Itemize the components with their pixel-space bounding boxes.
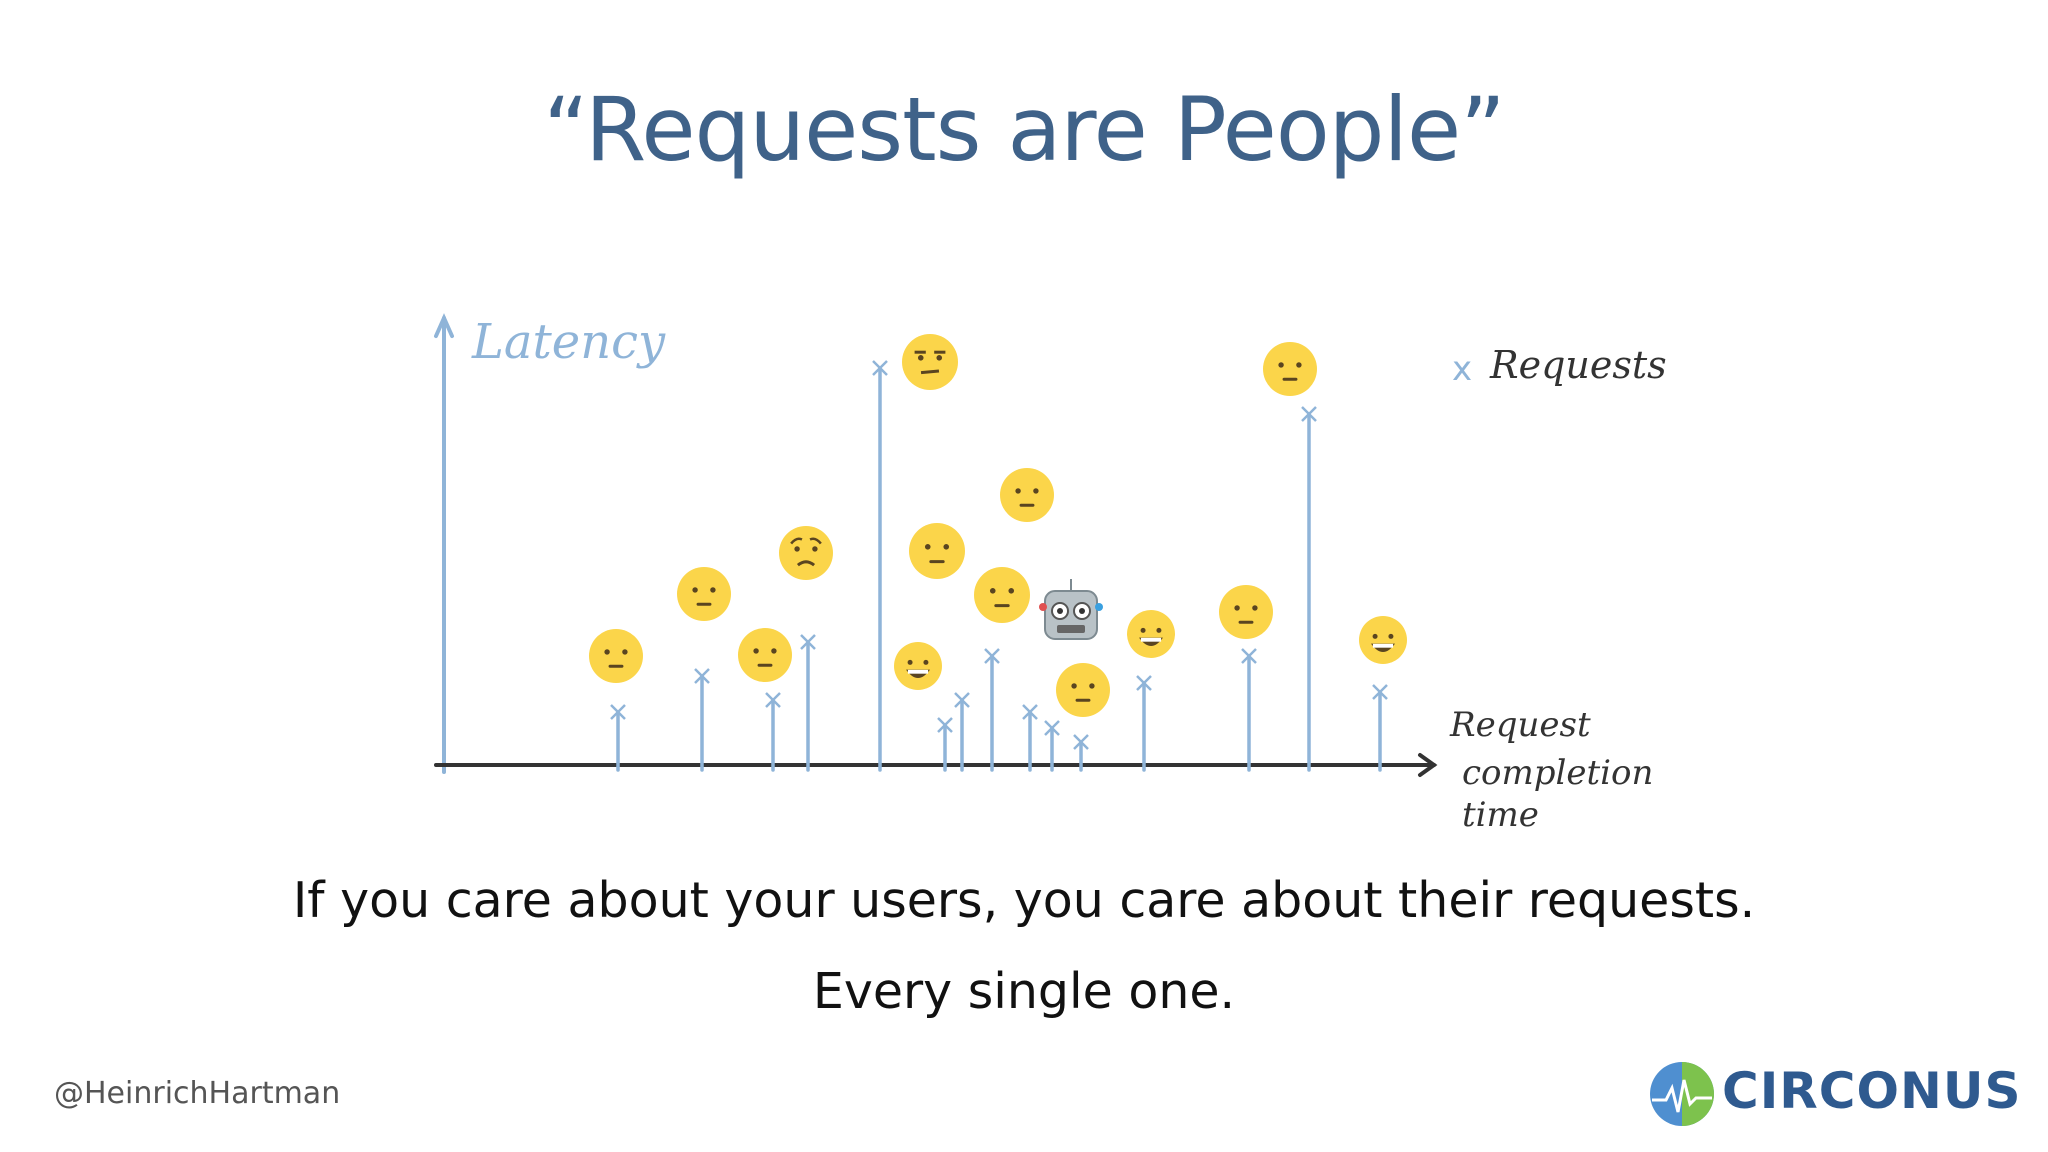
neutral-face-icon xyxy=(738,628,792,682)
unamused-face-icon xyxy=(902,334,958,390)
request-4 xyxy=(779,526,833,772)
request-marker xyxy=(954,692,970,708)
request-1 xyxy=(589,629,643,772)
x-axis-label-line: time xyxy=(1462,795,1539,835)
request-13 xyxy=(1219,585,1273,772)
grinning-face-icon xyxy=(894,642,942,690)
requests-layer xyxy=(589,334,1407,772)
legend-marker: x xyxy=(1452,349,1472,389)
neutral-face-icon xyxy=(1263,342,1317,396)
request-3 xyxy=(738,628,792,772)
neutral-face-icon xyxy=(589,629,643,683)
grinning-face-icon xyxy=(1359,616,1407,664)
robot-face-icon xyxy=(1039,579,1103,640)
request-marker xyxy=(1241,648,1257,664)
y-axis-label: Latency xyxy=(471,314,666,370)
x-axis-label-line: completion xyxy=(1462,753,1653,793)
request-10 xyxy=(1039,579,1103,772)
neutral-face-icon xyxy=(677,567,731,621)
request-8 xyxy=(974,567,1030,772)
x-axis-label: Request completion time xyxy=(1449,705,1653,835)
worried-face-icon xyxy=(779,526,833,580)
request-marker xyxy=(937,717,953,733)
request-marker xyxy=(694,668,710,684)
author-handle: @HeinrichHartman xyxy=(54,1076,341,1111)
circonus-logo: CIRCONUS xyxy=(1646,1058,2026,1130)
request-2 xyxy=(677,567,731,772)
request-marker xyxy=(1136,675,1152,691)
request-marker xyxy=(984,648,1000,664)
neutral-face-icon xyxy=(1056,663,1110,717)
request-11 xyxy=(1056,663,1110,772)
grinning-face-icon xyxy=(1127,610,1175,658)
request-marker xyxy=(1301,406,1317,422)
request-5 xyxy=(872,334,958,772)
request-marker xyxy=(800,634,816,650)
logo-text: CIRCONUS xyxy=(1722,1062,2022,1120)
request-marker xyxy=(872,360,888,376)
request-marker xyxy=(610,704,626,720)
legend: x Requests xyxy=(1452,343,1667,389)
x-axis-label-line: Request xyxy=(1449,705,1591,745)
caption-line-2: Every single one. xyxy=(812,963,1236,1020)
request-marker xyxy=(1372,684,1388,700)
y-axis xyxy=(434,313,454,774)
neutral-face-icon xyxy=(974,567,1030,623)
request-7 xyxy=(909,523,970,772)
request-14 xyxy=(1263,342,1317,772)
request-15 xyxy=(1359,616,1407,772)
x-axis xyxy=(434,753,1438,777)
slide-title: “Requests are People” xyxy=(543,78,1505,181)
request-marker xyxy=(1073,734,1089,750)
caption-line-1: If you care about your users, you care a… xyxy=(292,872,1756,929)
neutral-face-icon xyxy=(1000,468,1054,522)
request-6 xyxy=(894,642,953,772)
request-marker xyxy=(765,692,781,708)
request-marker xyxy=(1022,704,1038,720)
circonus-globe-icon xyxy=(1650,1062,1714,1126)
neutral-face-icon xyxy=(909,523,965,579)
request-9 xyxy=(1000,468,1054,772)
request-12 xyxy=(1127,610,1175,772)
legend-label: Requests xyxy=(1489,343,1667,387)
request-marker xyxy=(1044,720,1060,736)
neutral-face-icon xyxy=(1219,585,1273,639)
